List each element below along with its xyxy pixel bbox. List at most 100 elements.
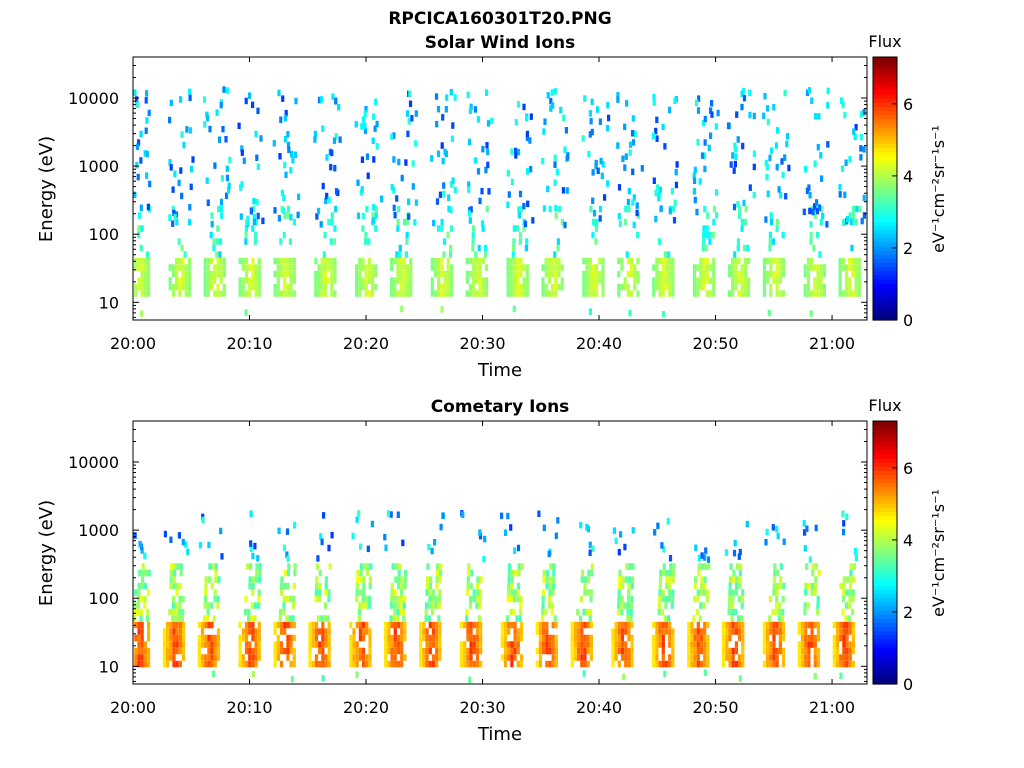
heatmap-cell	[695, 208, 699, 216]
heatmap-cell	[216, 641, 221, 648]
heatmap-cell	[143, 277, 147, 284]
heatmap-cell	[630, 270, 634, 278]
heatmap-cell	[589, 595, 593, 603]
heatmap-cell	[143, 552, 147, 560]
heatmap-cell	[819, 290, 823, 297]
colorbar-segment	[873, 254, 897, 259]
y-tick-label: 10000	[68, 453, 119, 472]
heatmap-cell	[630, 647, 634, 655]
heatmap-cell	[471, 231, 475, 239]
heatmap-cell	[510, 589, 514, 596]
heatmap-cell	[323, 602, 327, 609]
heatmap-cell	[737, 212, 742, 219]
heatmap-cell	[140, 283, 144, 291]
heatmap-cell	[466, 91, 470, 99]
heatmap-cell	[449, 264, 454, 271]
heatmap-cell	[478, 264, 482, 271]
heatmap-cell	[397, 158, 401, 166]
heatmap-cell	[134, 589, 138, 596]
heatmap-cell	[525, 114, 529, 122]
heatmap-cell	[852, 576, 856, 583]
heatmap-cell	[218, 136, 222, 143]
heatmap-cell	[800, 628, 805, 635]
heatmap-cell	[655, 647, 659, 655]
heatmap-cell	[516, 660, 520, 668]
heatmap-cell	[240, 181, 244, 188]
heatmap-cell	[475, 595, 479, 603]
heatmap-cell	[512, 244, 516, 252]
heatmap-cell	[367, 238, 371, 245]
heatmap-cell	[323, 270, 327, 278]
heatmap-cell	[628, 149, 632, 156]
heatmap-cell	[769, 647, 773, 655]
heatmap-cell	[134, 654, 138, 661]
heatmap-cell	[814, 524, 818, 532]
heatmap-cell	[782, 257, 786, 265]
heatmap-cell	[782, 270, 786, 278]
heatmap-cell	[433, 539, 437, 546]
heatmap-cell	[731, 628, 735, 635]
heatmap-cell	[734, 264, 738, 271]
colorbar-segment	[873, 274, 897, 280]
colorbar-segment	[873, 61, 897, 66]
colorbar-segment	[873, 229, 897, 235]
heatmap-cell	[591, 197, 595, 204]
heatmap-cell	[611, 654, 615, 661]
heatmap-cell	[481, 277, 485, 284]
heatmap-cell	[845, 621, 849, 629]
heatmap-cell	[693, 177, 697, 184]
heatmap-cell	[841, 595, 846, 603]
heatmap-cell	[213, 647, 217, 655]
heatmap-cell	[253, 238, 258, 245]
heatmap-cell	[851, 608, 855, 616]
heatmap-cell	[704, 563, 708, 570]
heatmap-cell	[175, 589, 179, 596]
heatmap-cell	[470, 569, 474, 577]
heatmap-cell	[628, 141, 633, 148]
heatmap-cell	[626, 283, 630, 291]
heatmap-cell	[843, 111, 847, 119]
colorbar-segment	[873, 445, 897, 451]
heatmap-cell	[317, 595, 321, 603]
colorbar-segment	[873, 515, 897, 521]
heatmap-cell	[563, 221, 567, 229]
heatmap-cell	[848, 602, 852, 609]
heatmap-cell	[663, 251, 667, 258]
heatmap-cell	[143, 257, 147, 265]
heatmap-cell	[393, 257, 397, 265]
heatmap-cell	[214, 563, 218, 570]
heatmap-cell	[775, 283, 779, 291]
heatmap-cell	[621, 582, 625, 590]
heatmap-cell	[674, 181, 678, 189]
heatmap-cell	[175, 628, 179, 635]
heatmap-cell	[446, 277, 450, 284]
heatmap-cell	[731, 654, 735, 661]
heatmap-cell	[703, 634, 707, 642]
heatmap-cell	[476, 116, 480, 123]
heatmap-cell	[319, 221, 323, 228]
heatmap-cell	[703, 589, 707, 596]
heatmap-cell	[338, 136, 342, 143]
heatmap-cell	[518, 231, 523, 239]
heatmap-cell	[762, 634, 766, 642]
heatmap-cell	[782, 264, 786, 271]
heatmap-cell	[319, 96, 323, 103]
heatmap-cell	[472, 647, 476, 655]
heatmap-cell	[741, 621, 745, 629]
colorbar-tick-label: 2	[903, 603, 913, 622]
colorbar-segment	[873, 511, 897, 517]
heatmap-cell	[542, 647, 546, 655]
heatmap-cell	[207, 660, 211, 668]
heatmap-cell	[172, 654, 176, 661]
colorbar-segment	[873, 507, 897, 513]
heatmap-cell	[181, 538, 185, 546]
colorbar-segment	[873, 126, 897, 132]
heatmap-cell	[733, 160, 737, 168]
heatmap-cell	[554, 660, 558, 668]
heatmap-cell	[197, 647, 201, 655]
heatmap-cell	[671, 641, 675, 648]
heatmap-cell	[439, 523, 443, 531]
heatmap-cell	[543, 118, 547, 125]
heatmap-cell	[333, 290, 337, 297]
heatmap-cell	[171, 264, 175, 271]
